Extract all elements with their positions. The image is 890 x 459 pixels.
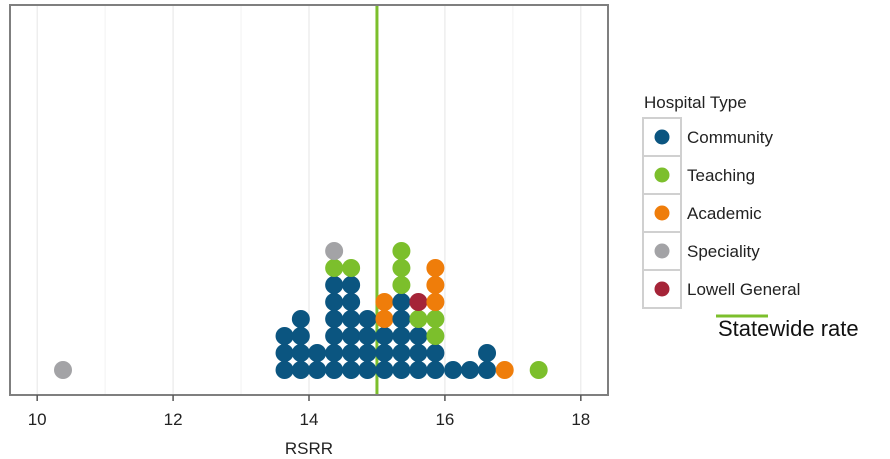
x-tick-label: 18 (571, 410, 590, 429)
x-axis-ticks: 10 12 14 16 18 (28, 395, 590, 429)
legend-key-dot (654, 167, 670, 183)
data-dot-community (291, 310, 310, 328)
data-dot-community (409, 361, 428, 379)
data-dot-academic (495, 361, 514, 379)
data-dot-community (275, 344, 294, 362)
data-dot-academic (375, 293, 394, 311)
x-tick-label: 12 (164, 410, 183, 429)
legend-label: Speciality (687, 242, 760, 261)
legend-label: Lowell General (687, 280, 800, 299)
data-dot-lowell-general (409, 293, 428, 311)
statewide-rate-label: Statewide rate (718, 316, 859, 341)
legend-label: Community (687, 128, 773, 147)
legend-key-dot (654, 281, 670, 297)
data-dot-community (308, 344, 327, 362)
data-dot-community (291, 344, 310, 362)
legend-label: Academic (687, 204, 762, 223)
data-dot-academic (426, 276, 445, 294)
data-dot-speciality (325, 242, 344, 260)
data-dot-community (426, 361, 445, 379)
data-dot-teaching (342, 259, 361, 277)
data-dot-community (375, 327, 394, 345)
data-dot-community (342, 344, 361, 362)
legend: Hospital Type Community Teaching Academic S… (642, 93, 800, 309)
data-dot-academic (375, 310, 394, 328)
data-dot-teaching (392, 242, 411, 260)
data-dot-community (358, 344, 377, 362)
data-dot-community (325, 361, 344, 379)
data-dot-community (426, 344, 445, 362)
data-dot-community (325, 310, 344, 328)
data-dot-community (275, 361, 294, 379)
data-dot-teaching (426, 327, 445, 345)
data-dot-community (358, 327, 377, 345)
statewide-rate-legend: Statewide rate (716, 314, 859, 341)
data-dot-community (342, 276, 361, 294)
data-dot-community (308, 361, 327, 379)
data-dot-community (325, 276, 344, 294)
data-dot-community (342, 293, 361, 311)
legend-key-dot (654, 129, 670, 145)
data-dot-community (342, 361, 361, 379)
legend-title: Hospital Type (644, 93, 747, 112)
legend-key-dot (654, 205, 670, 221)
data-dot-community (444, 361, 463, 379)
x-tick-label: 16 (435, 410, 454, 429)
data-dot-community (409, 344, 428, 362)
data-dot-community (375, 361, 394, 379)
data-dot-community (392, 344, 411, 362)
data-dot-community (291, 327, 310, 345)
data-dot-community (358, 310, 377, 328)
data-dot-community (342, 310, 361, 328)
legend-key-dot (654, 243, 670, 259)
data-dot-community (342, 327, 361, 345)
data-dot-community (358, 361, 377, 379)
data-dot-community (375, 344, 394, 362)
data-dot-community (325, 344, 344, 362)
legend-key-box (642, 269, 682, 309)
data-dot-teaching (529, 361, 548, 379)
data-dot-community (325, 293, 344, 311)
data-dot-teaching (325, 259, 344, 277)
data-dot-community (409, 327, 428, 345)
data-dot-community (461, 361, 480, 379)
data-dot-community (478, 344, 497, 362)
data-dot-community (478, 361, 497, 379)
data-dot-academic (426, 259, 445, 277)
x-tick-label: 10 (28, 410, 47, 429)
data-dot-community (325, 327, 344, 345)
data-dots (54, 242, 548, 379)
data-dot-community (392, 361, 411, 379)
x-axis-title: RSRR (285, 439, 333, 458)
data-dot-community (275, 327, 294, 345)
data-dot-teaching (409, 310, 428, 328)
data-dot-teaching (392, 276, 411, 294)
data-dot-teaching (392, 259, 411, 277)
x-tick-label: 14 (300, 410, 319, 429)
data-dot-academic (426, 293, 445, 311)
data-dot-community (392, 327, 411, 345)
data-dot-community (392, 293, 411, 311)
data-dot-speciality (54, 361, 73, 379)
data-dot-teaching (426, 310, 445, 328)
data-dot-community (392, 310, 411, 328)
legend-label: Teaching (687, 166, 755, 185)
data-dot-community (291, 361, 310, 379)
